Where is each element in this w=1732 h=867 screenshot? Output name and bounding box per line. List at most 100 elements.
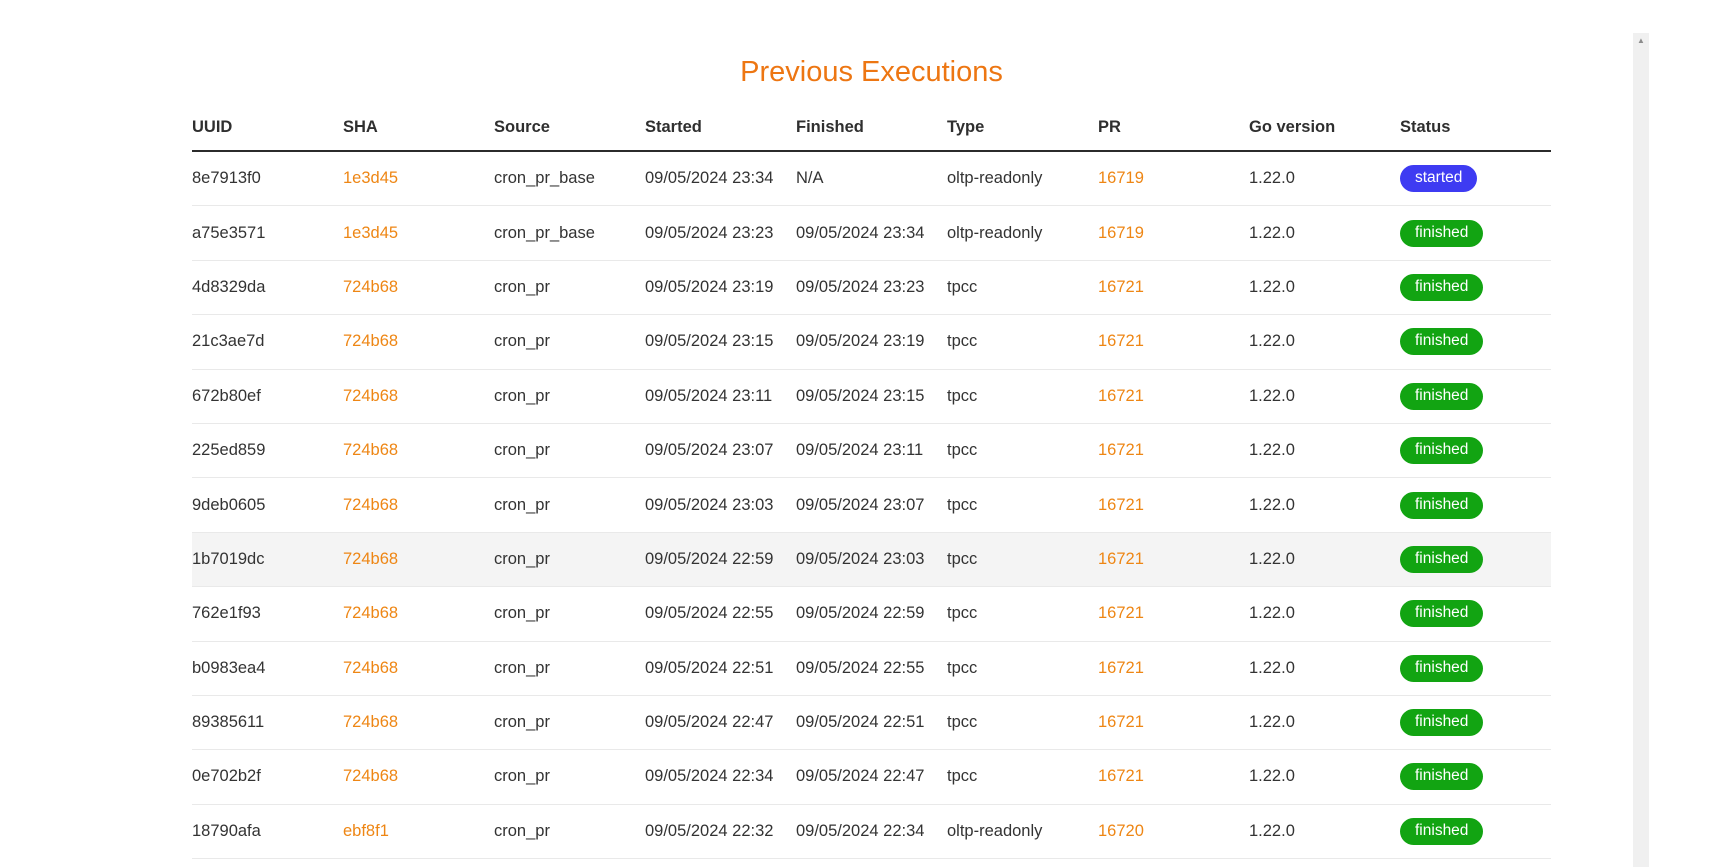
sha-link[interactable]: 724b68: [343, 495, 399, 514]
column-header-finished: Finished: [796, 105, 947, 152]
cell-type: oltp-readonly: [947, 804, 1098, 860]
cell-started: 09/05/2024 22:47: [645, 695, 796, 751]
cell-uuid: b0983ea4: [192, 641, 343, 696]
cell-started: 09/05/2024 23:23: [645, 205, 796, 261]
cell-source: cron_pr: [494, 423, 645, 479]
status-badge: finished: [1400, 817, 1484, 845]
cell-uuid: 21c3ae7d: [192, 314, 343, 370]
cell-type: oltp-readonly: [947, 205, 1098, 261]
cell-sha: 724b68: [343, 314, 494, 370]
cell-sha: 724b68: [343, 423, 494, 479]
cell-source: cron_pr_base: [494, 205, 645, 261]
pr-link[interactable]: 16721: [1098, 604, 1144, 623]
cell-source: cron_pr: [494, 858, 645, 867]
pr-link[interactable]: 16719: [1098, 223, 1144, 242]
cell-pr: 16721: [1098, 641, 1249, 696]
cell-sha: 724b68: [343, 369, 494, 424]
table-row[interactable]: 18790afa ebf8f1 cron_pr 09/05/2024 22:32 09/…: [192, 804, 1551, 860]
pr-link[interactable]: 16721: [1098, 713, 1144, 732]
pr-link[interactable]: 16721: [1098, 277, 1144, 296]
table-row[interactable]: 1b7019dc 724b68 cron_pr 09/05/2024 22:59 09/…: [192, 532, 1551, 588]
cell-status: finished: [1400, 749, 1551, 805]
cell-status: finished: [1400, 369, 1551, 424]
cell-sha: 724b68: [343, 749, 494, 805]
table-row[interactable]: b0983ea4 724b68 cron_pr 09/05/2024 22:51 09/…: [192, 641, 1551, 696]
table-row[interactable]: 672b80ef 724b68 cron_pr 09/05/2024 23:11 09/…: [192, 369, 1551, 424]
cell-pr: 16721: [1098, 260, 1249, 316]
pr-link[interactable]: 16721: [1098, 549, 1144, 568]
cell-pr: 16719: [1098, 205, 1249, 261]
column-header-go-version: Go version: [1249, 105, 1400, 152]
status-badge: finished: [1400, 600, 1484, 628]
table-row[interactable]: 762e1f93 724b68 cron_pr 09/05/2024 22:55 09/…: [192, 586, 1551, 642]
cell-started: 09/05/2024 23:15: [645, 314, 796, 370]
cell-go-version: 1.22.0: [1249, 532, 1400, 588]
cell-uuid: 225ed859: [192, 423, 343, 479]
sha-link[interactable]: 724b68: [343, 713, 399, 732]
cell-pr: 16721: [1098, 586, 1249, 642]
cell-source: cron_pr: [494, 260, 645, 316]
cell-uuid: a75e3571: [192, 205, 343, 261]
pr-link[interactable]: 16721: [1098, 658, 1144, 677]
pr-link[interactable]: 16720: [1098, 821, 1144, 840]
table-row[interactable]: 21c3ae7d 724b68 cron_pr 09/05/2024 23:15 09/…: [192, 314, 1551, 370]
cell-sha: 724b68: [343, 532, 494, 588]
cell-started: 09/05/2024 22:30: [645, 858, 796, 867]
cell-pr: 16720: [1098, 804, 1249, 860]
sha-link[interactable]: 724b68: [343, 767, 399, 786]
sha-link[interactable]: 724b68: [343, 441, 399, 460]
scroll-up-icon[interactable]: ▲: [1637, 36, 1645, 45]
sha-link[interactable]: 724b68: [343, 658, 399, 677]
pr-link[interactable]: 16721: [1098, 386, 1144, 405]
pr-link[interactable]: 16721: [1098, 332, 1144, 351]
status-badge: finished: [1400, 491, 1484, 519]
sha-link[interactable]: ebf8f1: [343, 821, 389, 840]
cell-uuid: 18790afa: [192, 804, 343, 860]
table-row[interactable]: a75e3571 1e3d45 cron_pr_base 09/05/2024 23:…: [192, 205, 1551, 261]
cell-go-version: 1.22.0: [1249, 858, 1400, 867]
column-header-source: Source: [494, 105, 645, 152]
table-row[interactable]: 8e7913f0 1e3d45 cron_pr_base 09/05/2024 23:…: [192, 151, 1551, 207]
sha-link[interactable]: 1e3d45: [343, 223, 399, 242]
cell-uuid: 1b7019dc: [192, 532, 343, 588]
sha-link[interactable]: 724b68: [343, 277, 399, 296]
pr-link[interactable]: 16721: [1098, 495, 1144, 514]
pr-link[interactable]: 16719: [1098, 169, 1144, 188]
pr-link[interactable]: 16721: [1098, 441, 1144, 460]
cell-go-version: 1.22.0: [1249, 477, 1400, 533]
sha-link[interactable]: 724b68: [343, 332, 399, 351]
cell-go-version: 1.22.0: [1249, 260, 1400, 316]
executions-table: UUID SHA Source Started Finished Type PR Go ver…: [192, 105, 1551, 867]
cell-finished: 09/05/2024 23:07: [796, 477, 947, 533]
table-row[interactable]: 0e702b2f 724b68 cron_pr 09/05/2024 22:34 09/…: [192, 749, 1551, 805]
pr-link[interactable]: 16721: [1098, 767, 1144, 786]
table-row[interactable]: 89385611 724b68 cron_pr 09/05/2024 22:47 09/…: [192, 695, 1551, 751]
cell-status: finished: [1400, 423, 1551, 479]
cell-started: 09/05/2024 22:34: [645, 749, 796, 805]
sha-link[interactable]: 724b68: [343, 386, 399, 405]
cell-started: 09/05/2024 23:07: [645, 423, 796, 479]
cell-finished: 09/05/2024 22:34: [796, 804, 947, 860]
cell-pr: 16721: [1098, 477, 1249, 533]
cell-type: tpcc: [947, 695, 1098, 751]
cell-source: cron_pr: [494, 314, 645, 370]
cell-started: 09/05/2024 23:11: [645, 369, 796, 424]
cell-source: cron_pr: [494, 477, 645, 533]
table-row[interactable]: 4d8329da 724b68 cron_pr 09/05/2024 23:19 09/…: [192, 260, 1551, 316]
cell-uuid: 817c946c: [192, 858, 343, 867]
cell-go-version: 1.22.0: [1249, 205, 1400, 261]
sha-link[interactable]: 724b68: [343, 549, 399, 568]
table-row[interactable]: 225ed859 724b68 cron_pr 09/05/2024 23:07 09/…: [192, 423, 1551, 479]
sha-link[interactable]: 724b68: [343, 604, 399, 623]
cell-status: finished: [1400, 641, 1551, 696]
scrollbar-track[interactable]: ▲: [1633, 33, 1649, 867]
sha-link[interactable]: 1e3d45: [343, 169, 399, 188]
cell-status: finished: [1400, 260, 1551, 316]
column-header-status: Status: [1400, 105, 1551, 152]
cell-sha: 724b68: [343, 586, 494, 642]
cell-sha: 1e3d45: [343, 151, 494, 207]
table-body: 8e7913f0 1e3d45 cron_pr_base 09/05/2024 23:…: [192, 151, 1551, 867]
table-row[interactable]: 9deb0605 724b68 cron_pr 09/05/2024 23:03 09/…: [192, 477, 1551, 533]
cell-pr: 16721: [1098, 749, 1249, 805]
